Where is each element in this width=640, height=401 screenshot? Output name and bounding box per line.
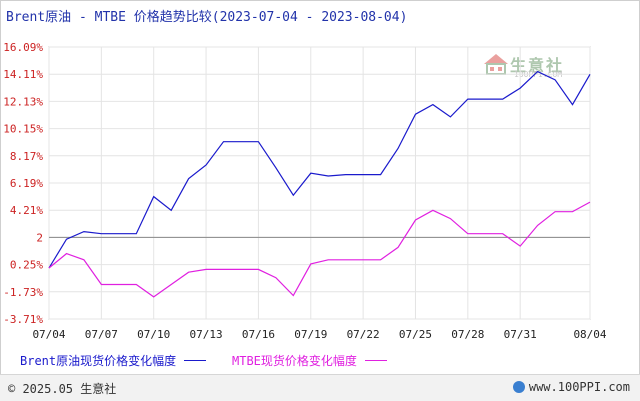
footer-site-link[interactable]: www.100PPI.com — [512, 380, 630, 394]
footer-site-url[interactable]: www.100PPI.com — [528, 380, 630, 394]
y-tick-label: 2 — [36, 231, 43, 244]
legend-mtbe-label: MTBE现货价格变化幅度 — [232, 354, 357, 368]
x-tick-label: 07/16 — [242, 328, 275, 341]
legend-mtbe: MTBE现货价格变化幅度 — [232, 352, 387, 369]
series-lines — [48, 70, 591, 298]
y-tick-label: -1.73% — [3, 286, 43, 299]
y-tick-label: 16.09% — [3, 41, 43, 54]
x-tick-label: 07/28 — [451, 328, 484, 341]
y-tick-label: -3.71% — [3, 313, 43, 326]
globe-icon — [512, 381, 525, 393]
y-tick-label: 12.13% — [3, 95, 43, 108]
footer-copyright: © 2025.05 生意社 — [8, 382, 117, 396]
x-tick-label: 08/04 — [573, 328, 606, 341]
y-tick-label: 14.11% — [3, 68, 43, 81]
brent-series-line — [48, 70, 591, 269]
y-tick-label: 0.25% — [10, 259, 43, 272]
grid-lines — [48, 46, 591, 320]
legend-brent-swatch — [184, 360, 207, 361]
chart-title: Brent原油 - MTBE 价格趋势比较(2023-07-04 - 2023-… — [6, 10, 408, 25]
x-tick-label: 07/22 — [347, 328, 380, 341]
x-tick-label: 07/10 — [137, 328, 170, 341]
x-tick-label: 07/25 — [399, 328, 432, 341]
legend-brent: Brent原油现货价格变化幅度 — [20, 352, 207, 369]
y-tick-label: 6.19% — [10, 177, 43, 190]
x-tick-label: 07/31 — [504, 328, 537, 341]
y-tick-label: 10.15% — [3, 123, 43, 136]
y-tick-label: 8.17% — [10, 150, 43, 163]
footer-bar: © 2025.05 生意社 www.100PPI.com — [0, 374, 640, 401]
x-tick-label: 07/07 — [85, 328, 118, 341]
x-tick-label: 07/19 — [294, 328, 327, 341]
y-axis-ticks: 16.09% 14.11% 12.13% 10.15% 8.17% 6.19% 4.21% 2… — [3, 41, 43, 326]
watermark-text: 生意社 — [510, 56, 565, 75]
legend-mtbe-swatch — [364, 360, 387, 361]
x-tick-label: 07/13 — [190, 328, 223, 341]
legend-brent-label: Brent原油现货价格变化幅度 — [20, 354, 177, 368]
x-tick-label: 07/04 — [32, 328, 65, 341]
mtbe-series-line — [48, 201, 591, 298]
x-axis-ticks: 07/04 07/07 07/10 07/13 07/16 07/19 07/22 07/25… — [32, 328, 606, 341]
y-tick-label: 4.21% — [10, 204, 43, 217]
